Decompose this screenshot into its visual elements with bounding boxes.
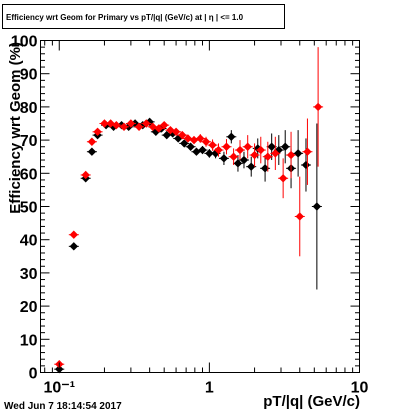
data-point [214,145,223,155]
data-point [178,130,187,140]
data-point [235,145,245,155]
data-point [180,139,189,148]
timestamp: Wed Jun 7 18:14:54 2017 [4,401,122,412]
plot-title: Efficiency wrt Geom for Primary vs pT/|q… [6,13,244,22]
data-point [274,145,283,155]
y-tick-label: 10 [20,332,38,349]
x-axis-label: pT/|q| (GeV/c) [263,393,360,410]
data-point [106,119,115,128]
data-point [278,174,288,183]
data-point [239,155,249,165]
data-point [301,160,311,170]
data-point [281,142,290,151]
data-point [293,149,303,158]
series-1 [54,47,324,369]
data-point [154,124,163,133]
x-tick-label: 10⁻¹ [43,380,75,397]
data-point [247,162,256,171]
data-point [312,202,322,211]
data-point [271,149,280,158]
data-point [263,152,273,161]
data-point [87,137,97,146]
y-axis-label: Efficiency wrt Geom (%) [7,42,24,214]
data-point [112,120,121,130]
data-point [119,122,129,132]
data-point [227,132,236,141]
data-point [81,170,90,180]
data-point [208,140,217,150]
data-point [219,154,229,163]
data-point [295,212,304,221]
y-tick-label: 70 [20,133,38,150]
data-point [205,149,214,158]
data-point [93,127,102,136]
data-point [186,142,195,151]
y-tick-label: 60 [20,166,38,183]
x-tick-label: 10 [351,380,369,397]
data-point [196,134,205,143]
data-point [159,120,169,130]
data-point [303,147,312,156]
x-tick-label: 1 [205,380,214,397]
plot-frame [40,40,360,373]
data-point [87,147,97,156]
y-tick-label: 100 [11,34,38,51]
data-point [229,152,238,161]
y-tick-label: 20 [20,299,38,316]
y-tick-label: 50 [20,200,38,217]
data-point [69,230,79,239]
data-point [222,142,231,151]
data-point [250,150,259,160]
data-point [313,102,323,112]
axes: 0 10 20 30 40 50 60 70 80 90 100 10⁻¹ 1 10 [11,34,369,397]
data-point [126,119,136,128]
data-point [134,122,144,132]
y-tick-label: 40 [20,233,38,250]
data-marks [54,47,324,374]
data-point [260,164,270,173]
y-tick-label: 0 [29,366,38,383]
data-point [145,117,154,127]
data-point [211,149,220,158]
data-point [192,147,201,156]
data-point [286,150,296,160]
data-point [201,137,211,146]
data-point [233,159,243,168]
data-point [69,242,79,251]
data-point [243,142,252,151]
y-tick-label: 80 [20,100,38,117]
y-tick-label: 90 [20,67,38,84]
data-point [100,119,109,128]
data-point [174,134,183,143]
data-point [256,145,265,155]
series-0 [54,117,322,374]
title-box [2,4,285,29]
data-point [171,127,181,136]
data-point [142,119,151,128]
data-point [267,142,276,151]
data-point [198,145,207,155]
y-tick-label: 30 [20,266,38,283]
